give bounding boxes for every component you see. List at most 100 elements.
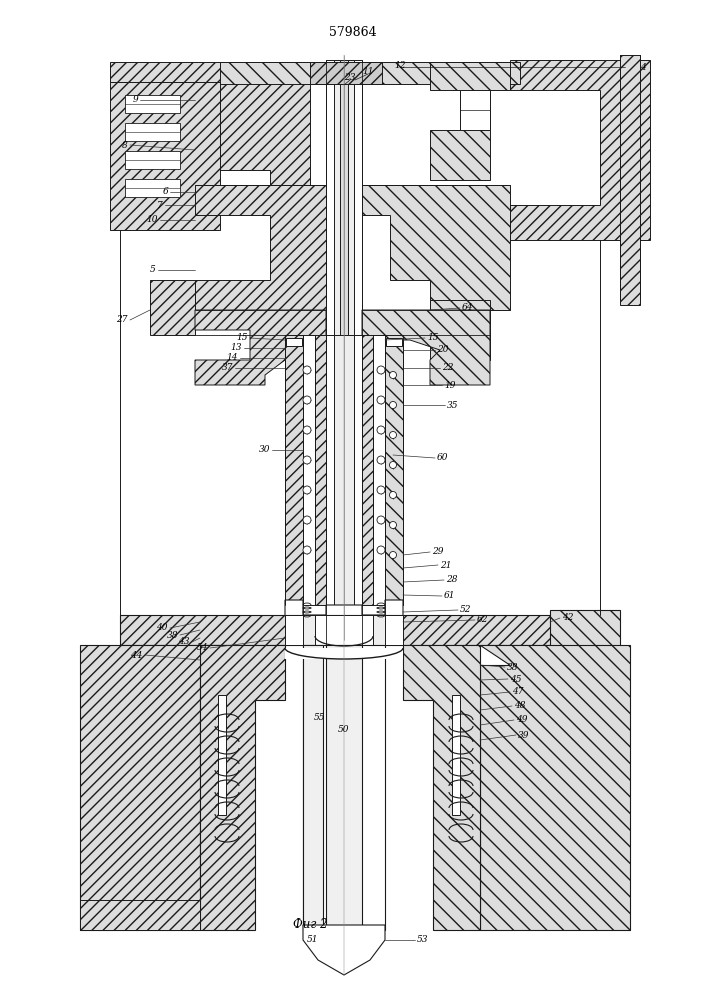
Ellipse shape (377, 396, 385, 404)
Bar (326, 60, 362, 540)
Text: 38: 38 (167, 631, 178, 640)
Bar (430, 300, 490, 360)
Bar (220, 62, 520, 84)
Text: 60: 60 (437, 454, 448, 462)
Ellipse shape (303, 516, 311, 524)
Text: 50: 50 (338, 726, 350, 734)
Text: 4: 4 (640, 62, 645, 72)
Text: 38: 38 (507, 662, 518, 672)
Text: 40: 40 (156, 624, 168, 633)
Text: 37: 37 (221, 363, 233, 372)
Text: 15: 15 (427, 334, 438, 342)
Polygon shape (303, 925, 385, 975)
Bar (285, 648, 403, 659)
Ellipse shape (303, 426, 311, 434)
Text: 20: 20 (437, 346, 448, 355)
Text: 15: 15 (237, 334, 248, 342)
Ellipse shape (377, 516, 385, 524)
Text: 13: 13 (230, 344, 242, 353)
Text: 61: 61 (444, 591, 455, 600)
Text: 52: 52 (460, 605, 472, 614)
Polygon shape (430, 62, 510, 180)
Bar (303, 615, 315, 645)
Bar (286, 338, 302, 346)
Ellipse shape (377, 426, 385, 434)
Bar (218, 695, 226, 815)
Bar (315, 335, 373, 605)
Text: 44: 44 (131, 650, 143, 660)
Polygon shape (195, 185, 326, 310)
Text: 7: 7 (157, 200, 163, 210)
Text: 8: 8 (122, 140, 128, 149)
Polygon shape (195, 310, 326, 385)
Ellipse shape (303, 366, 311, 374)
Text: 579864: 579864 (329, 25, 377, 38)
Ellipse shape (390, 401, 397, 408)
Polygon shape (150, 280, 195, 335)
Bar (315, 636, 373, 651)
Text: 45: 45 (510, 674, 522, 684)
Polygon shape (480, 645, 630, 930)
Text: 43: 43 (178, 638, 190, 647)
Polygon shape (200, 645, 285, 930)
Polygon shape (403, 645, 480, 930)
Bar (303, 645, 323, 930)
Text: 42: 42 (562, 613, 573, 622)
Bar (120, 615, 590, 645)
Bar (326, 335, 362, 605)
Bar (326, 645, 362, 930)
Bar (550, 610, 620, 650)
Polygon shape (110, 82, 220, 230)
Text: 10: 10 (146, 216, 158, 225)
Ellipse shape (377, 486, 385, 494)
Bar (373, 615, 385, 645)
Polygon shape (362, 185, 510, 310)
Ellipse shape (377, 546, 385, 554)
Text: 54: 54 (197, 644, 208, 652)
Text: 19: 19 (444, 380, 455, 389)
Ellipse shape (303, 456, 311, 464)
Bar (340, 60, 348, 540)
Text: Фиг 2: Фиг 2 (293, 918, 327, 930)
Bar (125, 123, 180, 141)
Text: 53: 53 (417, 936, 428, 944)
Text: 12: 12 (395, 60, 406, 70)
Polygon shape (80, 645, 230, 930)
Ellipse shape (303, 486, 311, 494)
Text: 62: 62 (477, 615, 489, 624)
Text: 28: 28 (446, 576, 457, 584)
Text: 11: 11 (362, 66, 374, 76)
Bar (452, 695, 460, 815)
Ellipse shape (390, 491, 397, 498)
Text: 48: 48 (514, 702, 525, 710)
Bar (386, 338, 402, 346)
Text: 14: 14 (226, 354, 238, 362)
Polygon shape (510, 60, 650, 240)
Bar (125, 179, 180, 197)
Bar (334, 60, 354, 540)
Text: 49: 49 (516, 716, 527, 724)
Bar (303, 335, 315, 605)
Text: 47: 47 (512, 688, 523, 696)
Ellipse shape (390, 432, 397, 438)
Text: 27: 27 (117, 316, 128, 324)
Polygon shape (285, 600, 403, 636)
Ellipse shape (303, 396, 311, 404)
Bar (125, 95, 180, 113)
Bar (385, 335, 403, 605)
Bar (373, 335, 385, 605)
Bar (125, 151, 180, 169)
Bar (285, 335, 303, 605)
Bar (334, 335, 354, 605)
Text: 55: 55 (314, 714, 326, 722)
Bar (620, 55, 640, 305)
Text: 6: 6 (162, 188, 168, 196)
Polygon shape (110, 62, 340, 190)
Ellipse shape (377, 456, 385, 464)
Polygon shape (80, 900, 200, 930)
Text: 39: 39 (518, 730, 530, 740)
Bar (285, 615, 403, 645)
Text: 21: 21 (440, 560, 452, 570)
Ellipse shape (390, 522, 397, 528)
Text: 23: 23 (344, 73, 356, 82)
